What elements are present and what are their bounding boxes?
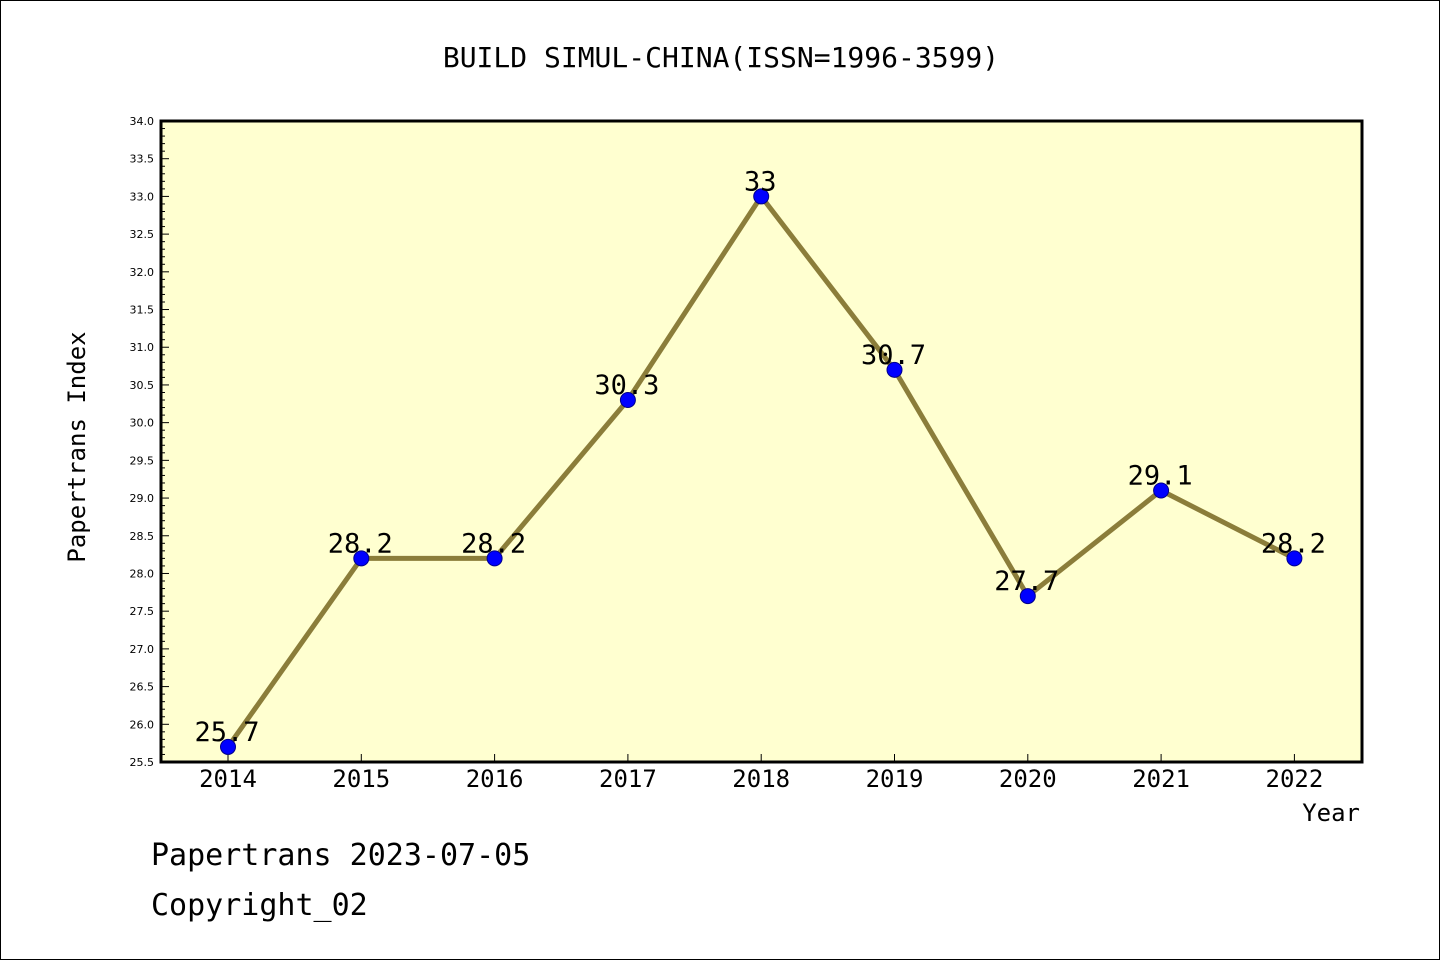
x-tick-label: 2021	[1132, 765, 1190, 793]
y-tick-label: 26.0	[130, 718, 155, 731]
data-label: 33	[744, 166, 777, 197]
data-point	[1286, 550, 1303, 567]
y-tick-label: 29.0	[130, 492, 155, 505]
y-tick-label: 31.5	[130, 304, 155, 317]
x-tick-label: 2019	[866, 765, 924, 793]
data-label: 30.7	[861, 340, 926, 371]
data-point	[753, 188, 770, 205]
y-tick-label: 33.0	[130, 190, 155, 203]
data-label: 25.7	[194, 717, 259, 748]
data-label: 27.7	[994, 566, 1059, 597]
y-tick-label: 27.5	[130, 605, 155, 618]
data-label: 28.2	[328, 528, 393, 559]
data-point	[619, 392, 636, 409]
y-axis: 25.5 26.0 26.5 27.0 27.5 28.0 28.5 29.0 29.5 30.0…	[130, 115, 169, 769]
plot-area	[159, 119, 1364, 764]
y-tick-label: 31.0	[130, 341, 155, 354]
y-tick-label: 30.0	[130, 417, 155, 430]
data-point	[1019, 588, 1036, 605]
footer-copyright: Copyright_02	[151, 888, 368, 923]
x-tick-label: 2022	[1266, 765, 1324, 793]
x-tick-label: 2020	[999, 765, 1057, 793]
data-label: 30.3	[594, 370, 659, 401]
y-tick-label: 28.0	[130, 567, 155, 580]
data-label: 28.2	[1261, 528, 1326, 559]
y-tick-label: 25.5	[130, 756, 155, 769]
x-tick-label: 2018	[732, 765, 790, 793]
y-tick-label: 34.0	[130, 115, 155, 128]
y-tick-label: 30.5	[130, 379, 155, 392]
data-label: 29.1	[1128, 461, 1193, 492]
x-tick-label: 2016	[466, 765, 524, 793]
series-layer: 25.7 28.2 28.2 30.3 33 30.7 27.7 29.1 28.2	[194, 166, 1326, 755]
y-tick-label: 29.5	[130, 454, 155, 467]
y-axis-label: Papertrans Index	[63, 331, 91, 562]
data-point	[886, 361, 903, 378]
y-tick-label: 32.5	[130, 228, 155, 241]
data-point	[1153, 482, 1170, 499]
data-point	[353, 550, 370, 567]
footer-date: Papertrans 2023-07-05	[151, 838, 530, 873]
y-tick-label: 32.0	[130, 266, 155, 279]
x-axis: 2014 2015 2016 2017 2018 2019 2020 2021 2022	[199, 754, 1323, 793]
data-point	[220, 738, 236, 755]
chart-title: BUILD SIMUL-CHINA(ISSN=1996-3599)	[443, 41, 999, 74]
x-tick-label: 2017	[599, 765, 657, 793]
y-tick-label: 26.5	[130, 681, 155, 694]
y-tick-label: 28.5	[130, 530, 155, 543]
x-tick-label: 2015	[332, 765, 390, 793]
y-tick-label: 33.5	[130, 153, 155, 166]
x-axis-label: Year	[1302, 799, 1360, 827]
data-point	[486, 550, 503, 567]
data-label: 28.2	[461, 528, 526, 559]
x-tick-label: 2014	[199, 765, 257, 793]
y-tick-label: 27.0	[130, 643, 155, 656]
